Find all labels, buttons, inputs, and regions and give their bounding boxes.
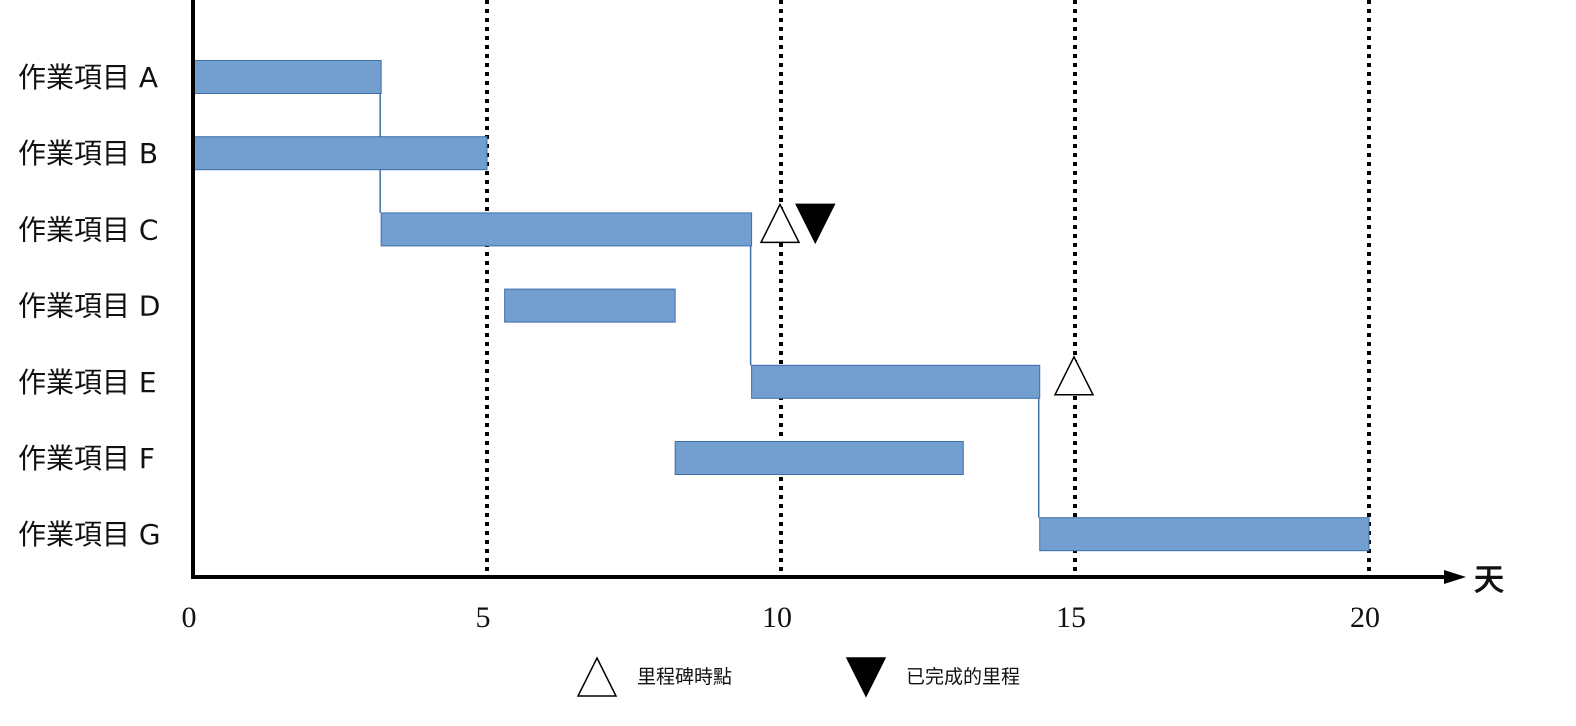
legend-label: 里程碑時點 <box>637 666 732 688</box>
task-bar <box>674 441 964 475</box>
x-tick-label: 5 <box>476 601 491 634</box>
x-tick-label: 10 <box>762 601 792 634</box>
axes: 天 <box>191 0 1504 597</box>
task-label: 作業項目 F <box>18 442 155 475</box>
task-bar <box>751 364 1041 399</box>
task-label: 作業項目 G <box>18 518 161 551</box>
completed-milestone-icon <box>795 203 836 245</box>
x-tick-labels: 0 5 10 15 20 <box>182 601 1381 634</box>
task-label: 作業項目 D <box>18 290 160 323</box>
x-axis-arrow-icon <box>1444 570 1466 584</box>
task-label: 作業項目 A <box>18 61 158 94</box>
milestone-markers <box>759 202 1095 396</box>
legend-milestone-icon <box>576 656 618 697</box>
task-bars <box>192 60 1370 552</box>
x-tick-label: 15 <box>1056 601 1086 634</box>
x-tick-label: 20 <box>1350 601 1380 634</box>
task-label: 作業項目 B <box>18 137 158 170</box>
task-label: 作業項目 E <box>18 366 157 399</box>
milestone-icon <box>1053 355 1095 396</box>
milestone-icon <box>759 202 801 244</box>
task-bar <box>192 136 488 171</box>
task-bar <box>192 60 382 94</box>
x-tick-label: 0 <box>182 601 197 634</box>
task-label: 作業項目 C <box>18 213 158 246</box>
x-axis-unit-label: 天 <box>1474 564 1504 597</box>
task-labels: 作業項目 A 作業項目 B 作業項目 C 作業項目 D 作業項目 E 作業項目 F 作業項目… <box>18 61 161 551</box>
grid-lines <box>485 0 1371 575</box>
legend-completed-milestone-icon <box>845 657 887 698</box>
task-bar <box>380 212 753 247</box>
legend: 里程碑時點 已完成的里程 <box>576 656 1020 698</box>
task-bar <box>1039 517 1370 552</box>
task-bar <box>504 288 676 323</box>
legend-label: 已完成的里程 <box>906 666 1020 688</box>
